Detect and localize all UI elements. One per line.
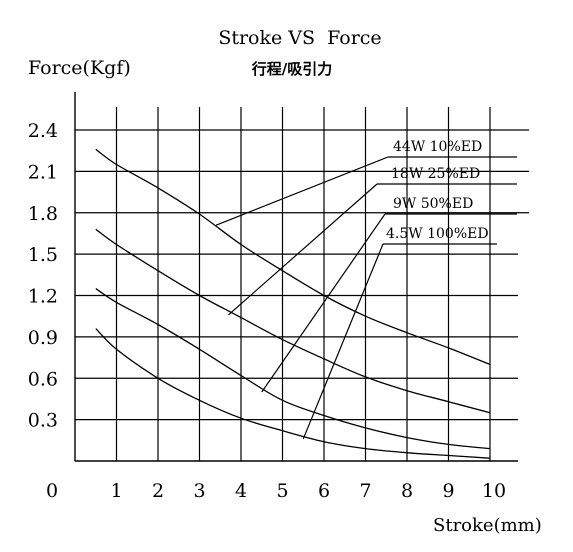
- legend-leader-line: [302, 243, 384, 440]
- legend-label: 18W 25%ED: [391, 166, 480, 182]
- x-tick-label: 8: [401, 480, 413, 502]
- series-line-2: [95, 228, 491, 414]
- axes: [74, 92, 518, 462]
- series-line-1: [95, 148, 491, 366]
- legend-callouts: 44W 10%ED 18W 25%ED 9W 50%ED 4.5W 100%ED: [215, 139, 517, 440]
- series-line-4: [95, 328, 491, 459]
- x-tick-label: 2: [152, 480, 164, 502]
- legend-leader-line: [215, 156, 389, 226]
- x-tick-label: 5: [276, 480, 288, 502]
- x-tick-label: 10: [482, 480, 506, 502]
- legend-label: 44W 10%ED: [393, 139, 482, 155]
- x-axis-label: Stroke(mm): [433, 515, 542, 536]
- x-tick-label: 4: [235, 480, 247, 502]
- x-tick-label: 7: [359, 480, 371, 502]
- y-tick-label: 2.4: [28, 120, 58, 142]
- tick-labels: 0.3 0.6 0.9 1.2 1.5 1.8 2.1 2.4 0 1 2 3 4 5 6 7 8 9 10: [28, 120, 506, 502]
- legend-label: 4.5W 100%ED: [386, 226, 489, 242]
- x-tick-label: 9: [442, 480, 454, 502]
- y-tick-label: 0.6: [28, 368, 58, 390]
- x-tick-label: 0: [46, 480, 58, 502]
- y-tick-label: 0.9: [28, 327, 58, 349]
- grid: [75, 107, 529, 461]
- y-tick-label: 0.3: [28, 410, 58, 432]
- x-tick-label: 6: [318, 480, 330, 502]
- legend-leader-line: [261, 213, 386, 393]
- y-tick-label: 1.2: [28, 286, 58, 308]
- y-tick-label: 1.5: [28, 244, 58, 266]
- chart-subtitle: 行程/吸引力: [251, 60, 332, 78]
- series-lines: [95, 148, 491, 459]
- legend-leader-line: [228, 183, 378, 316]
- series-line-3: [95, 288, 491, 450]
- x-tick-label: 1: [110, 480, 122, 502]
- y-tick-label: 1.8: [28, 203, 58, 225]
- y-tick-label: 2.1: [28, 161, 58, 183]
- x-tick-label: 3: [193, 480, 205, 502]
- y-axis-label: Force(Kgf): [28, 57, 131, 79]
- chart-title: Stroke VS Force: [218, 27, 381, 49]
- legend-label: 9W 50%ED: [393, 196, 473, 212]
